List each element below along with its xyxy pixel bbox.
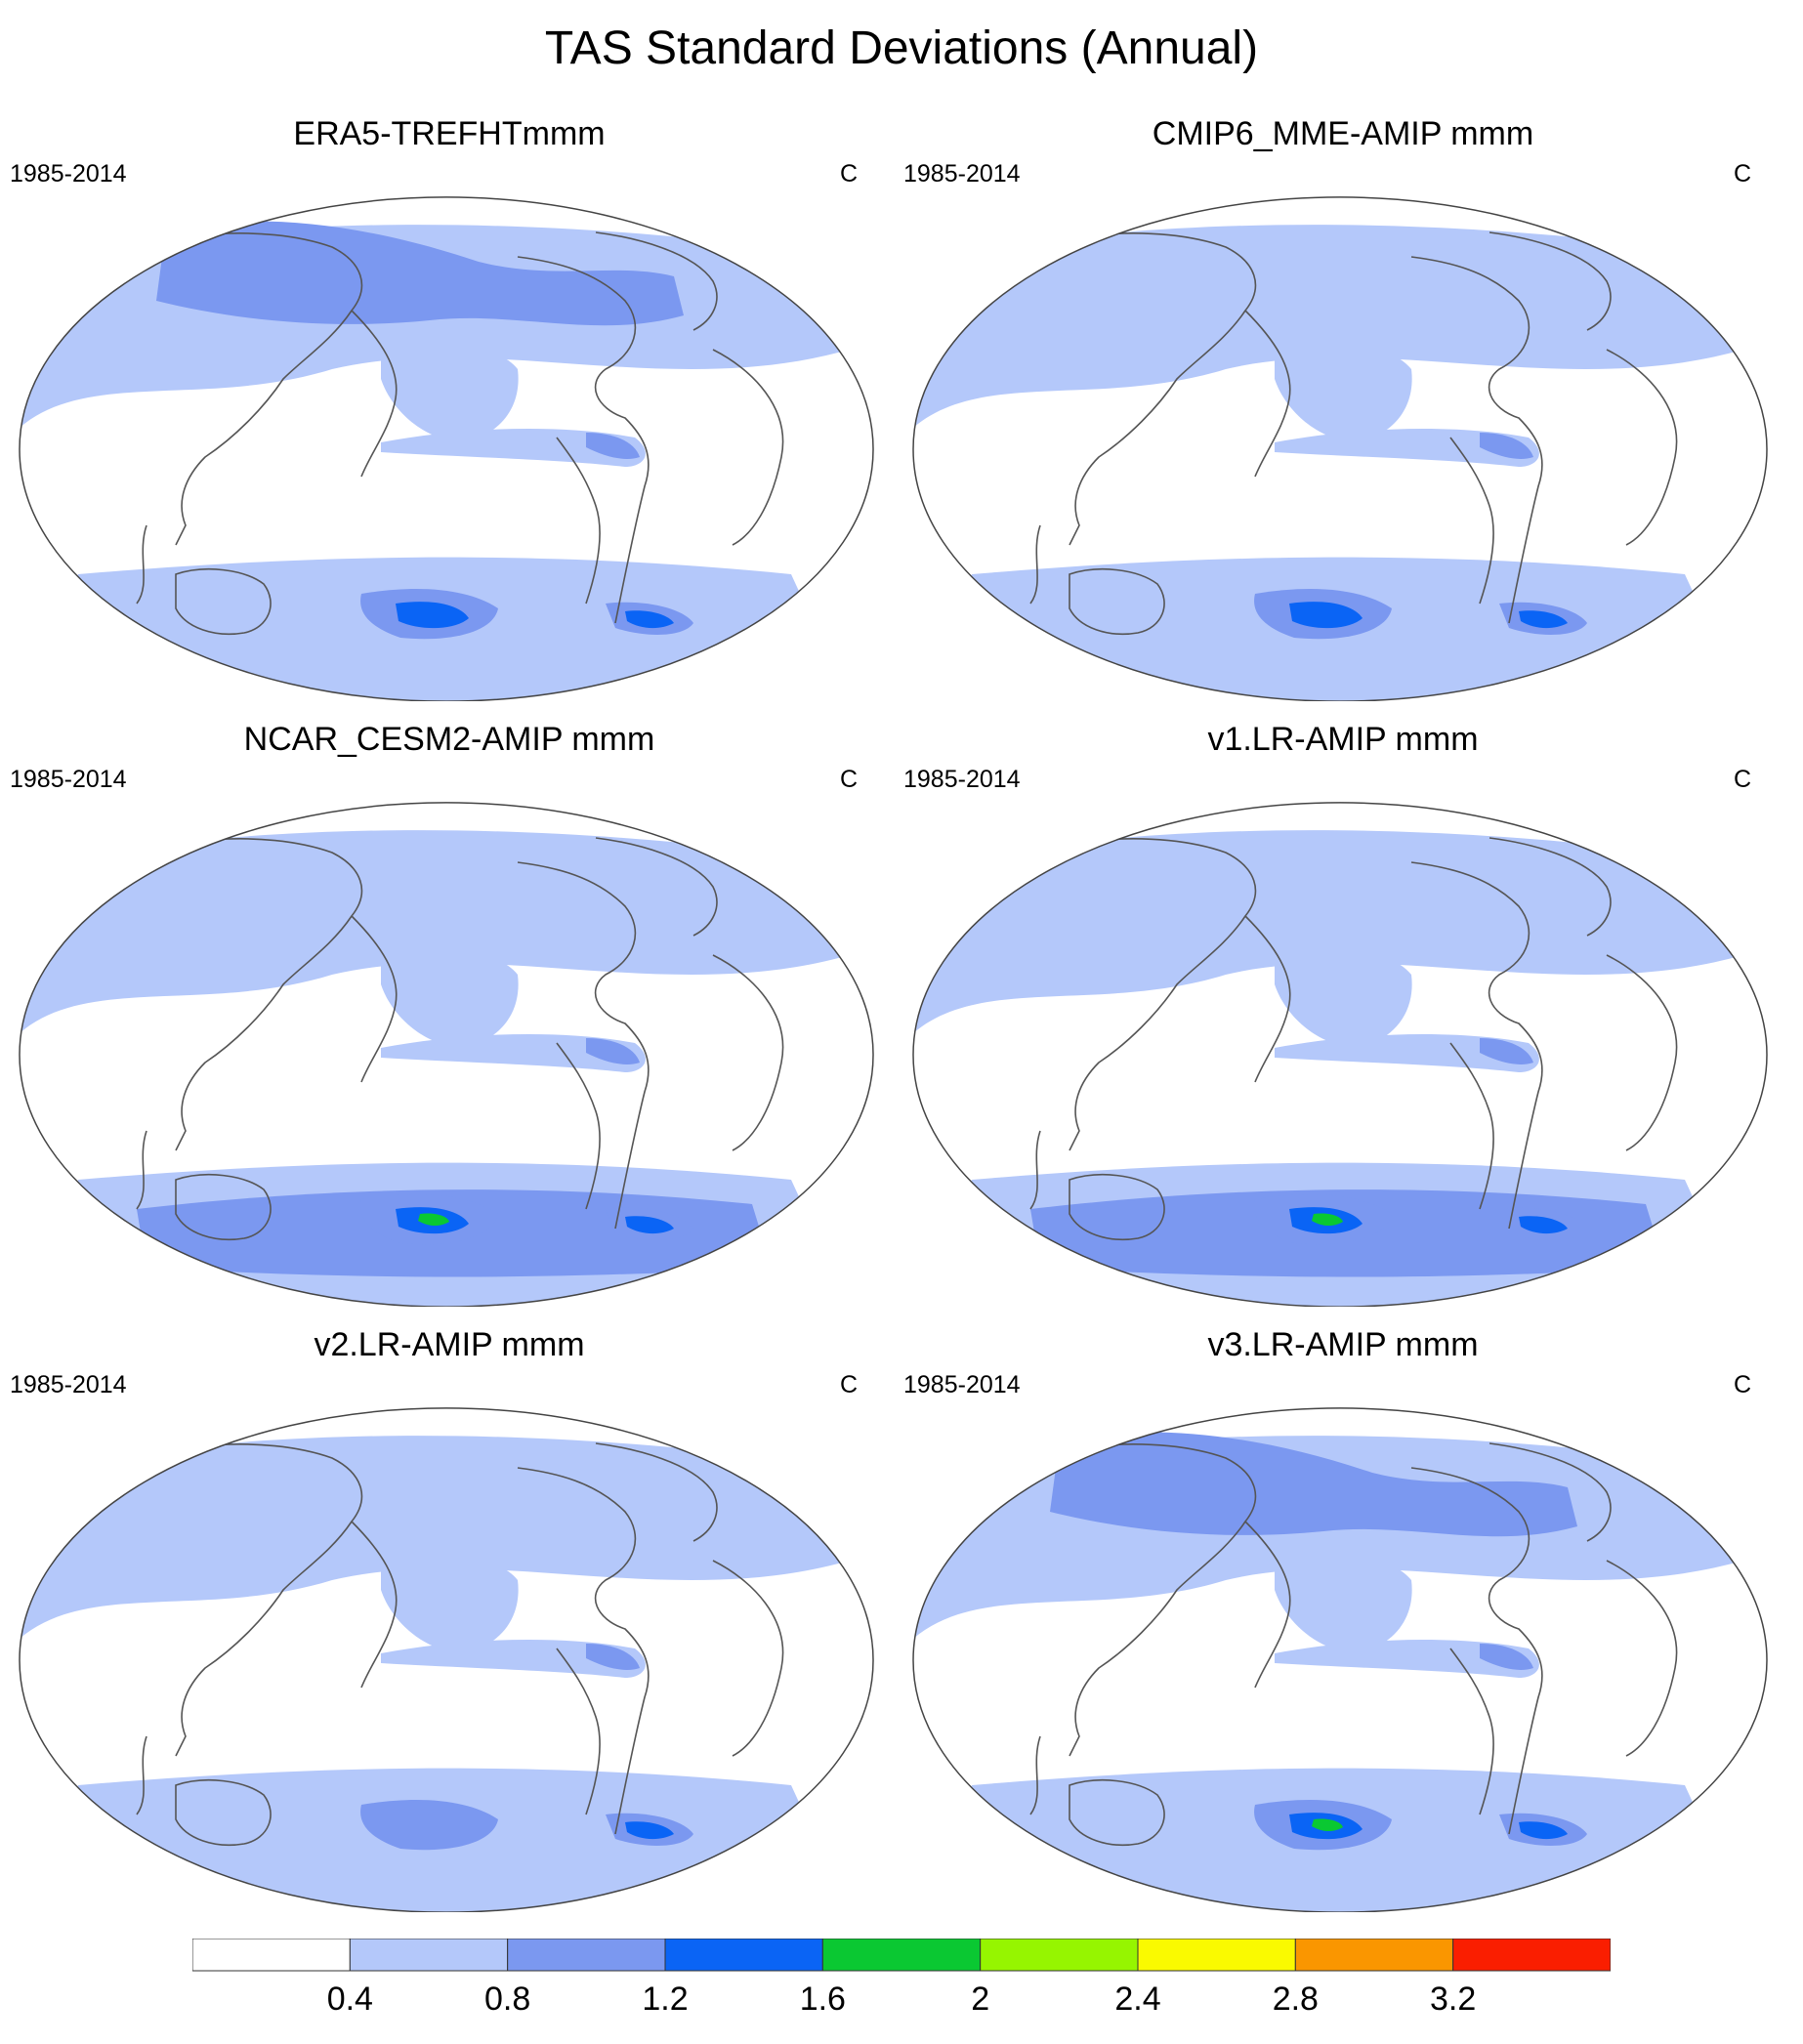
colorbar-segment — [192, 1939, 351, 1972]
panel-units: C — [1734, 766, 1752, 793]
panel-title: v3.LR-AMIP mmm — [1207, 1326, 1479, 1363]
colorbar-segment — [664, 1939, 823, 1972]
panel-title: NCAR_CESM2-AMIP mmm — [243, 721, 655, 758]
panel-period: 1985-2014 — [10, 1371, 127, 1398]
map-panel: CMIP6_MME-AMIP mmm 1985-2014 C — [903, 115, 1782, 701]
map-panel: ERA5-TREFHTmmm 1985-2014 C — [10, 115, 889, 701]
panel-period: 1985-2014 — [10, 766, 127, 793]
map-panel: v3.LR-AMIP mmm 1985-2014 C — [903, 1326, 1782, 1912]
colorbar-tick-label: 1.2 — [642, 1981, 689, 2018]
panel-period: 1985-2014 — [903, 1371, 1021, 1398]
map-panel: v1.LR-AMIP mmm 1985-2014 C — [903, 721, 1782, 1307]
colorbar-segment — [1452, 1939, 1611, 1972]
figure-title: TAS Standard Deviations (Annual) — [544, 22, 1259, 74]
robinson-map — [912, 802, 1768, 1307]
panel-title: ERA5-TREFHTmmm — [293, 115, 606, 152]
colorbar-tick-label: 2.4 — [1114, 1981, 1161, 2018]
panel-title: v1.LR-AMIP mmm — [1207, 721, 1479, 758]
colorbar-tick-label: 3.2 — [1430, 1981, 1477, 2018]
colorbar-labels: 0.4 0.8 1.2 1.6 2 2.4 2.8 3.2 — [0, 1981, 1803, 2029]
robinson-map — [19, 802, 874, 1307]
colorbar-tick-label: 0.4 — [326, 1981, 373, 2018]
panel-units: C — [840, 160, 859, 188]
colorbar-segment — [507, 1939, 666, 1972]
colorbar-tick-label: 0.8 — [484, 1981, 531, 2018]
panel-period: 1985-2014 — [903, 766, 1021, 793]
panel-period: 1985-2014 — [10, 160, 127, 188]
panel-period: 1985-2014 — [903, 160, 1021, 188]
robinson-map — [912, 1407, 1768, 1912]
panel-units: C — [840, 1371, 859, 1398]
robinson-map — [19, 196, 874, 701]
colorbar-tick-label: 1.6 — [799, 1981, 846, 2018]
robinson-map — [912, 196, 1768, 701]
colorbar-tick-label: 2 — [971, 1981, 990, 2018]
colorbar-segment — [821, 1939, 982, 1972]
colorbar — [192, 1939, 1611, 1972]
panel-title: CMIP6_MME-AMIP mmm — [1152, 115, 1534, 152]
panel-units: C — [1734, 1371, 1752, 1398]
colorbar-segment — [1137, 1939, 1296, 1972]
map-panel: NCAR_CESM2-AMIP mmm 1985-2014 C — [10, 721, 889, 1307]
colorbar-segment — [349, 1939, 509, 1972]
map-panel: v2.LR-AMIP mmm 1985-2014 C — [10, 1326, 889, 1912]
panel-units: C — [840, 766, 859, 793]
colorbar-tick-label: 2.8 — [1272, 1981, 1319, 2018]
panel-units: C — [1734, 160, 1752, 188]
colorbar-segment — [1294, 1939, 1454, 1972]
panel-title: v2.LR-AMIP mmm — [314, 1326, 585, 1363]
robinson-map — [19, 1407, 874, 1912]
colorbar-segment — [980, 1939, 1139, 1972]
